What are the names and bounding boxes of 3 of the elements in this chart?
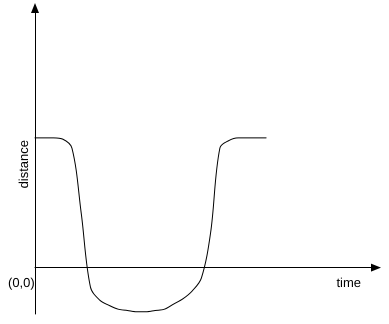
- x-axis-title: time: [336, 275, 362, 290]
- y-axis-title: distance: [16, 140, 31, 188]
- text: (0,0): [8, 275, 35, 290]
